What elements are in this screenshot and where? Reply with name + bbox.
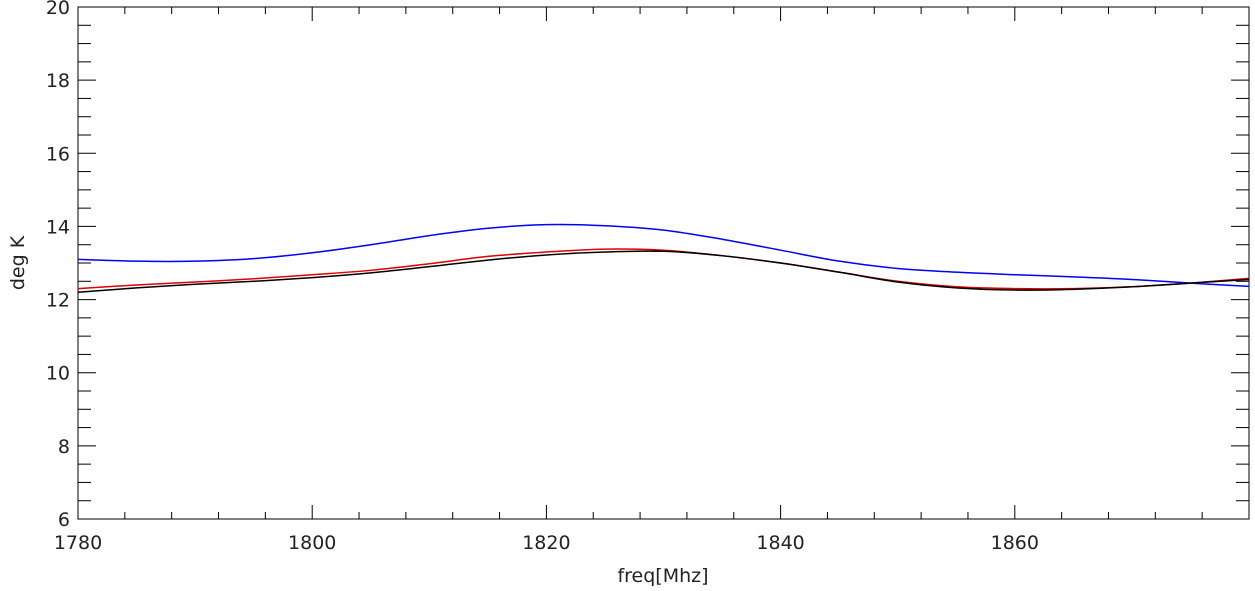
x-tick-label: 1840 <box>756 532 804 554</box>
series-line-2 <box>77 248 1250 290</box>
y-tick-label: 12 <box>46 290 70 312</box>
y-tick-label: 8 <box>58 436 70 458</box>
x-axis-label: freq[Mhz] <box>617 565 708 587</box>
y-axis-label: deg K <box>7 235 29 290</box>
y-tick-label: 18 <box>46 70 70 92</box>
plot-frame <box>77 6 1250 520</box>
series-line-3 <box>77 250 1250 294</box>
axis-ticks <box>77 6 1250 520</box>
x-tick-label: 1780 <box>54 532 102 554</box>
series-line-1 <box>77 223 1250 288</box>
y-tick-label: 16 <box>46 143 70 165</box>
x-tick-label: 1820 <box>522 532 570 554</box>
y-tick-label: 20 <box>46 0 70 19</box>
y-tick-label: 14 <box>46 216 70 238</box>
y-tick-label: 6 <box>58 509 70 531</box>
x-tick-label: 1800 <box>288 532 336 554</box>
x-tick-label: 1860 <box>991 532 1039 554</box>
series-layer <box>77 223 1250 294</box>
y-tick-label: 10 <box>46 363 70 385</box>
